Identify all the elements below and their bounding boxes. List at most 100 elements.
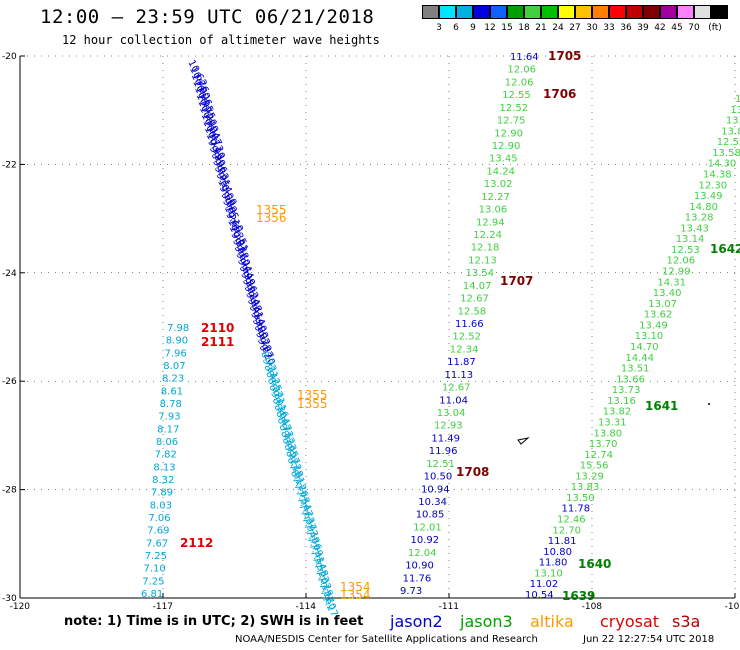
lat-tick-label: -20 [2,52,17,62]
color-swatch [473,5,490,19]
swh-value: 12.53 [671,245,700,256]
swh-value: 13.14 [676,234,705,245]
swh-value: 14.80 [689,202,718,213]
swh-value: 11.87 [447,357,476,368]
color-scale-label: 3 [436,23,442,33]
color-swatch [490,5,507,19]
swh-value: 13.07 [648,299,677,310]
satellite-tracks: 10.6210.7610.8010.2610.1510.7510.2010.19… [141,52,740,619]
credit-text: NOAA/NESDIS Center for Satellite Applica… [235,634,538,645]
swh-value: 11.49 [431,433,460,444]
swh-value: 13.66 [616,374,645,385]
swh-value: 10.90 [405,561,434,572]
swh-value: 7.89 [151,488,173,499]
lon-tick-label: -114 [296,602,317,612]
swh-value: 7.96 [165,348,187,359]
swh-value: 7.69 [147,526,169,537]
color-swatch [660,5,677,19]
map-markers [517,403,710,445]
lon-tick-label: -111 [439,602,459,612]
color-scale-label: 45 [671,23,683,33]
swh-value: 13.06 [479,205,508,216]
legend-s3a: s3a [672,612,701,631]
color-swatch [694,5,711,19]
swh-value: 8.03 [150,500,172,511]
time-label: 1708 [456,465,489,479]
swh-value: 13.45 [489,154,518,165]
color-scale-label: 9 [470,23,476,33]
time-labels: 1705170617071708135513561355135513541354… [180,49,740,603]
color-swatch [422,5,439,19]
swh-value: 12.46 [557,515,586,526]
swh-value: 7.25 [145,551,167,562]
color-swatch [626,5,643,19]
swh-value: 10.34 [418,497,447,508]
swh-value: 13.83 [571,482,600,493]
swh-value: 13.5 [726,116,740,127]
time-label: 1705 [548,49,581,63]
swh-value: 12.74 [584,450,613,461]
swh-value: 12.93 [434,421,463,432]
swh-value: 12.67 [460,294,489,305]
swh-value: 12.75 [497,116,526,127]
swh-value: 12.90 [494,128,523,139]
swh-value: 13.31 [598,418,627,429]
credit-timestamp: Jun 22 12:27:54 UTC 2018 [583,634,715,645]
swh-value: 13.73 [612,385,641,396]
swh-value: 12.30 [699,180,728,191]
swh-value: 8.13 [153,462,175,473]
swh-value: 10.80 [543,547,572,558]
swh-value: 13.49 [639,320,668,331]
swh-value: 11.80 [539,558,568,569]
swh-value: 12.52 [500,103,529,114]
swh-value: 12.04 [408,548,437,559]
color-scale-label: 36 [620,23,632,33]
time-label: 1355 [256,203,287,217]
swh-value: 14.30 [708,159,737,170]
swh-value: 7.25 [142,576,164,587]
color-scale-label: 30 [586,23,598,33]
color-swatch [575,5,592,19]
swh-value: 11.66 [455,319,484,330]
swh-value: 8.32 [152,475,174,486]
swh-value: 15.56 [580,461,609,472]
legend-jason2: jason2 [390,612,443,631]
color-swatch [711,5,728,19]
swh-value: 11.02 [530,579,559,590]
swh-value: 12.70 [552,525,581,536]
swh-value: 13.28 [685,213,714,224]
swh-value: 12.06 [507,65,536,76]
swh-value: 14.07 [463,281,492,292]
time-label: 2112 [180,536,213,550]
lat-tick-label: -24 [2,269,17,279]
swh-value: 11.96 [429,446,458,457]
swh-value: 8.17 [157,424,179,435]
swh-value: 7.67 [146,538,168,549]
time-label: 1640 [578,557,611,571]
swh-value: 12.18 [471,243,500,254]
time-label: 1355 [297,397,328,411]
color-swatch [558,5,575,19]
swh-value: 7.06 [148,513,170,524]
color-scale-label: 24 [552,23,564,33]
lat-tick-label: -30 [2,594,17,604]
swh-value: 8.23 [162,374,184,385]
time-label: 2110 [201,321,234,335]
swh-value: 13.10 [534,568,563,579]
swh-value: 9.73 [400,586,422,597]
swh-value: 12.52 [452,332,481,343]
time-label: 1354 [340,580,371,594]
swh-value: 10.54 [525,590,554,601]
swh-value: 12.8 [735,94,740,105]
swh-value: 7.10 [144,564,166,575]
time-label: 1706 [543,87,576,101]
swh-value: 11.81 [548,536,577,547]
swh-value: 10.94 [421,484,450,495]
swh-value: 13.02 [484,179,513,190]
color-scale-label: 6 [453,23,459,33]
color-swatch [524,5,541,19]
swh-value: 12.55 [502,90,531,101]
swh-value: 13.50 [566,493,595,504]
swh-value: 11.76 [403,573,432,584]
plane-icon [517,437,530,445]
